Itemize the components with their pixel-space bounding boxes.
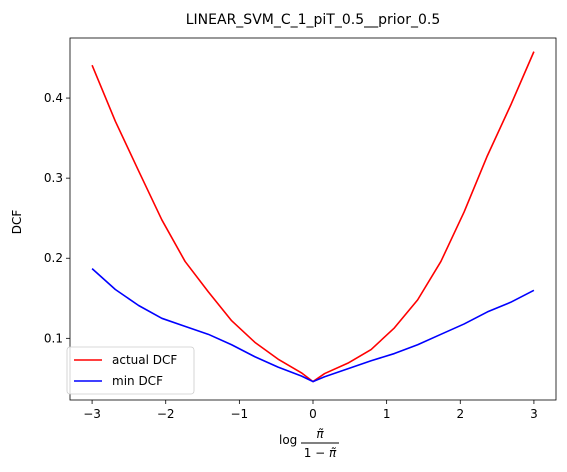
y-tick-label: 0.4 xyxy=(44,91,63,105)
legend-label-actual-dcf: actual DCF xyxy=(112,353,177,367)
series-line-min-dcf xyxy=(91,268,535,383)
y-axis-label: DCF xyxy=(10,210,24,235)
x-axis-label-numerator: π̃ xyxy=(316,427,324,441)
plot-area xyxy=(69,37,557,401)
y-axis-ticks: 0.1 0.2 0.3 0.4 xyxy=(44,91,70,345)
y-tick-label: 0.1 xyxy=(44,331,63,345)
x-tick-label: 1 xyxy=(383,407,391,421)
x-axis-label-denominator: 1 − π̃ xyxy=(304,446,337,460)
x-tick-label: −2 xyxy=(157,407,175,421)
x-tick-label: −1 xyxy=(231,407,249,421)
legend-label-min-dcf: min DCF xyxy=(112,374,163,388)
x-tick-label: −3 xyxy=(83,407,101,421)
x-axis-ticks: −3 −2 −1 0 1 2 3 xyxy=(83,400,538,421)
x-axis-label: log π̃ 1 − π̃ xyxy=(279,427,339,460)
chart-title: LINEAR_SVM_C_1_piT_0.5__prior_0.5 xyxy=(186,12,441,28)
plot-frame xyxy=(69,37,557,401)
legend-box xyxy=(66,346,195,395)
series-line-actual-dcf xyxy=(91,51,535,383)
legend: actual DCF min DCF xyxy=(66,346,195,395)
y-tick-label: 0.2 xyxy=(44,251,63,265)
x-tick-label: 3 xyxy=(530,407,538,421)
series-layer xyxy=(91,51,535,383)
y-tick-label: 0.3 xyxy=(44,171,63,185)
x-tick-label: 0 xyxy=(309,407,317,421)
x-axis-label-log: log xyxy=(279,433,297,447)
x-tick-label: 2 xyxy=(456,407,464,421)
